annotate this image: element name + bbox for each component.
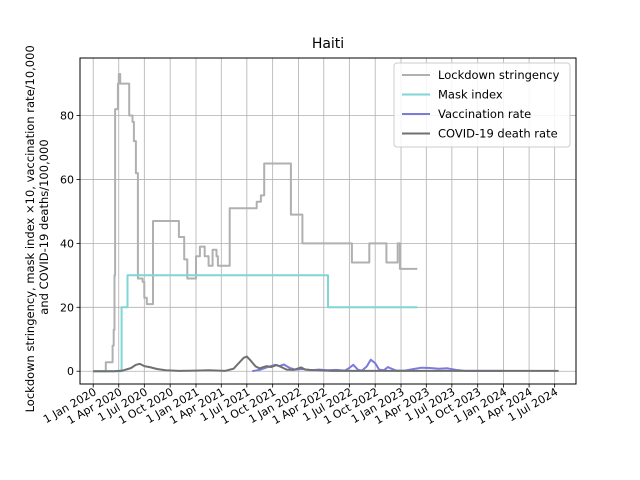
series-line-1 xyxy=(93,73,418,373)
y-tick-label: 80 xyxy=(60,110,74,123)
legend-label-4: COVID-19 death rate xyxy=(438,127,558,141)
y-tick-label: 20 xyxy=(60,301,74,314)
grid xyxy=(80,58,576,384)
series-line-2 xyxy=(93,274,418,373)
plot-frame xyxy=(79,57,577,385)
legend: Lockdown stringency Mask index Vaccination… xyxy=(393,62,571,148)
legend-label-1: Lockdown stringency xyxy=(438,68,560,82)
legend-box xyxy=(393,62,571,148)
y-axis-label-line-1: Lockdown stringency, mask index ×10, vac… xyxy=(23,45,37,412)
legend-label-2: Mask index xyxy=(438,88,503,102)
legend-label-3: Vaccination rate xyxy=(438,107,531,121)
series-lines xyxy=(93,73,559,373)
series-line-4 xyxy=(93,355,559,373)
y-tick-label: 40 xyxy=(60,237,74,250)
chart-title: Haiti xyxy=(312,36,344,52)
y-tick-label: 60 xyxy=(60,173,74,186)
y-tick-label: 0 xyxy=(67,365,74,378)
y-axis-label: Lockdown stringency, mask index ×10, vac… xyxy=(23,42,51,413)
y-axis-label-line-2: and COVID-19 deaths/100,000 xyxy=(37,139,51,314)
